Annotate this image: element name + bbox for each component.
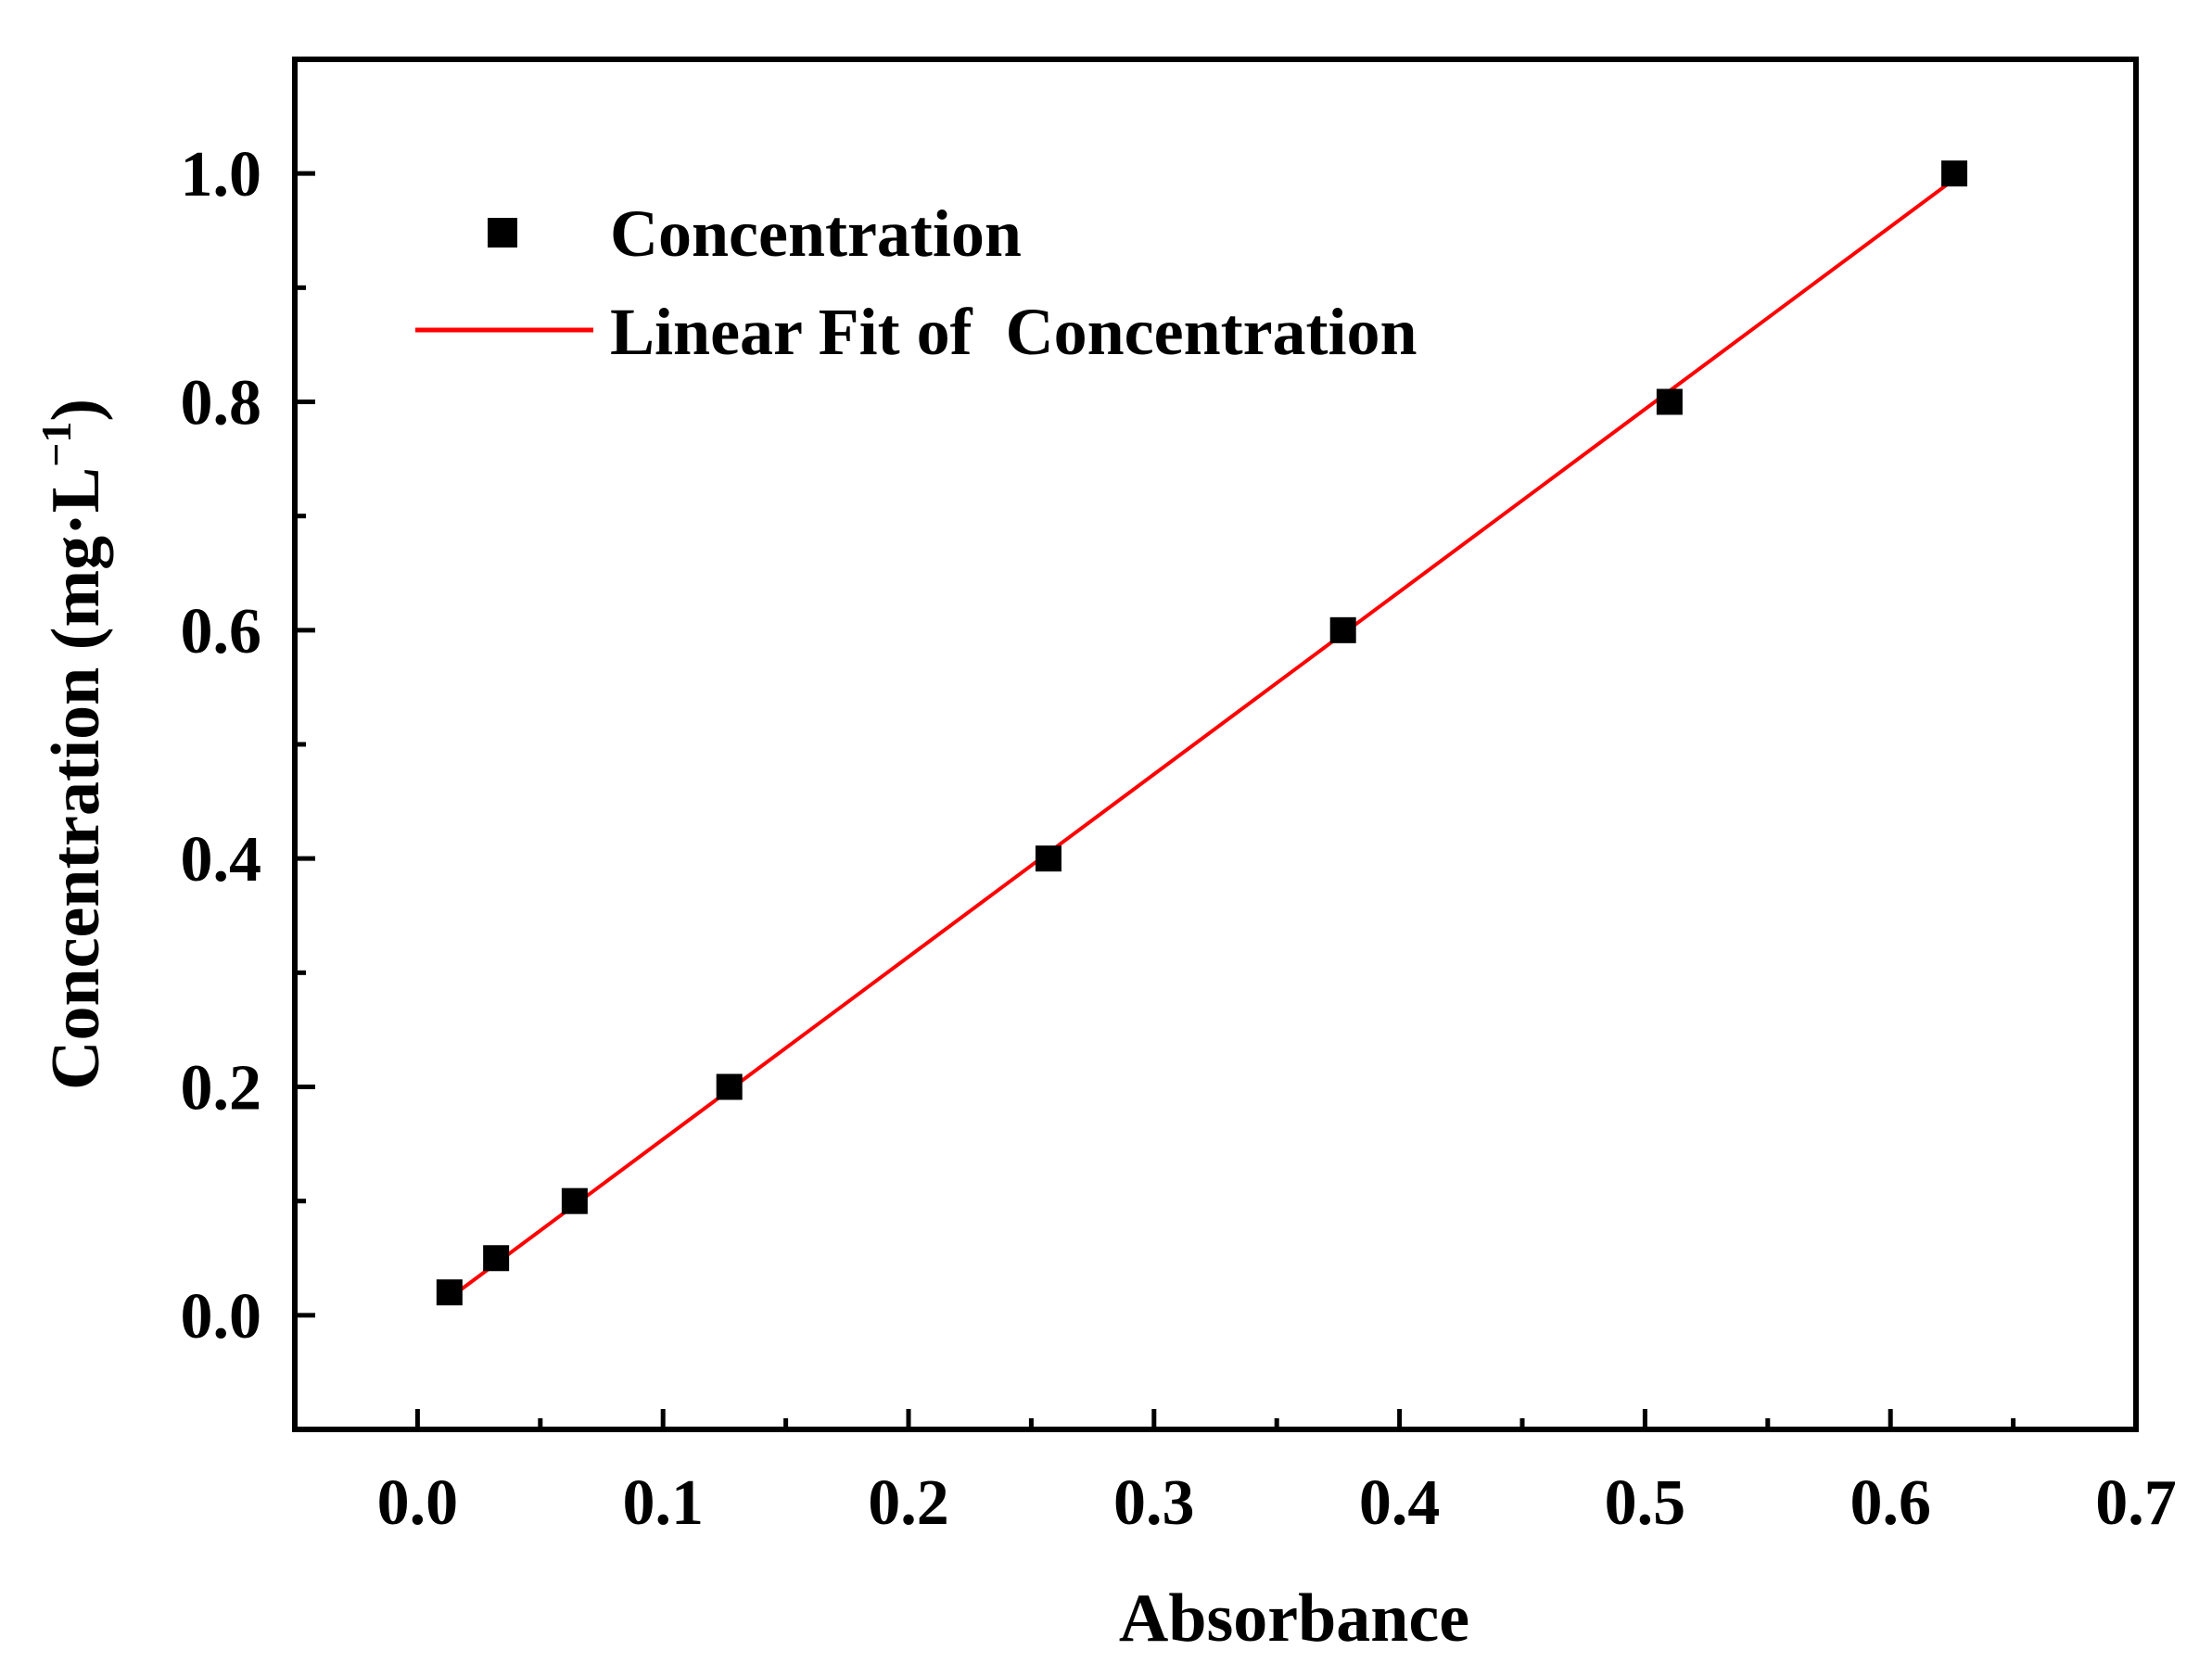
data-point: [1941, 160, 1968, 187]
legend-label-concentration: Concentration: [610, 197, 1022, 271]
data-point: [483, 1245, 510, 1272]
legend-label-linear-fit: Linear Fit of Concentration: [610, 295, 1417, 369]
x-tick-label: 0.3: [1113, 1467, 1195, 1539]
x-tick-label: 0.6: [1850, 1467, 1931, 1539]
x-axis-ticks: 0.0 0.1 0.2 0.3 0.4 0.5 0.6 0.7: [377, 1409, 2177, 1539]
x-tick-label: 0.5: [1605, 1467, 1686, 1539]
legend: Concentration Linear Fit of Concentratio…: [415, 197, 1417, 369]
legend-marker-concentration: [488, 218, 517, 248]
y-axis-title-main: Concentration (mg·L: [38, 467, 114, 1090]
plot-frame: [292, 57, 2139, 1432]
y-axis-title-suffix: ): [38, 399, 114, 422]
x-tick-label: 0.4: [1359, 1467, 1441, 1539]
y-tick-label: 0.6: [181, 596, 262, 667]
y-tick-label: 0.4: [181, 824, 262, 895]
data-point: [1035, 845, 1062, 872]
data-point: [561, 1187, 588, 1214]
y-tick-label: 0.0: [181, 1281, 262, 1352]
x-axis-title: Absorbance: [1119, 1580, 1469, 1657]
y-tick-label: 0.8: [181, 368, 262, 439]
data-point: [1656, 388, 1683, 415]
data-point: [1329, 616, 1356, 643]
data-point: [436, 1279, 463, 1306]
y-axis-title-superscript: −1: [32, 422, 80, 467]
y-tick-label: 1.0: [181, 139, 262, 210]
x-tick-label: 0.7: [2095, 1467, 2177, 1539]
y-axis-title: Concentration (mg·L−1): [32, 399, 114, 1090]
x-tick-label: 0.2: [868, 1467, 949, 1539]
x-tick-label: 0.1: [622, 1467, 704, 1539]
y-tick-label: 0.2: [181, 1053, 262, 1124]
data-point: [716, 1073, 743, 1100]
plot-marks: [436, 160, 1968, 1306]
linear-fit-line: [448, 177, 1956, 1300]
y-axis-ticks: 0.0 0.2 0.4 0.6 0.8 1.0: [181, 139, 315, 1352]
x-tick-label: 0.0: [377, 1467, 459, 1539]
